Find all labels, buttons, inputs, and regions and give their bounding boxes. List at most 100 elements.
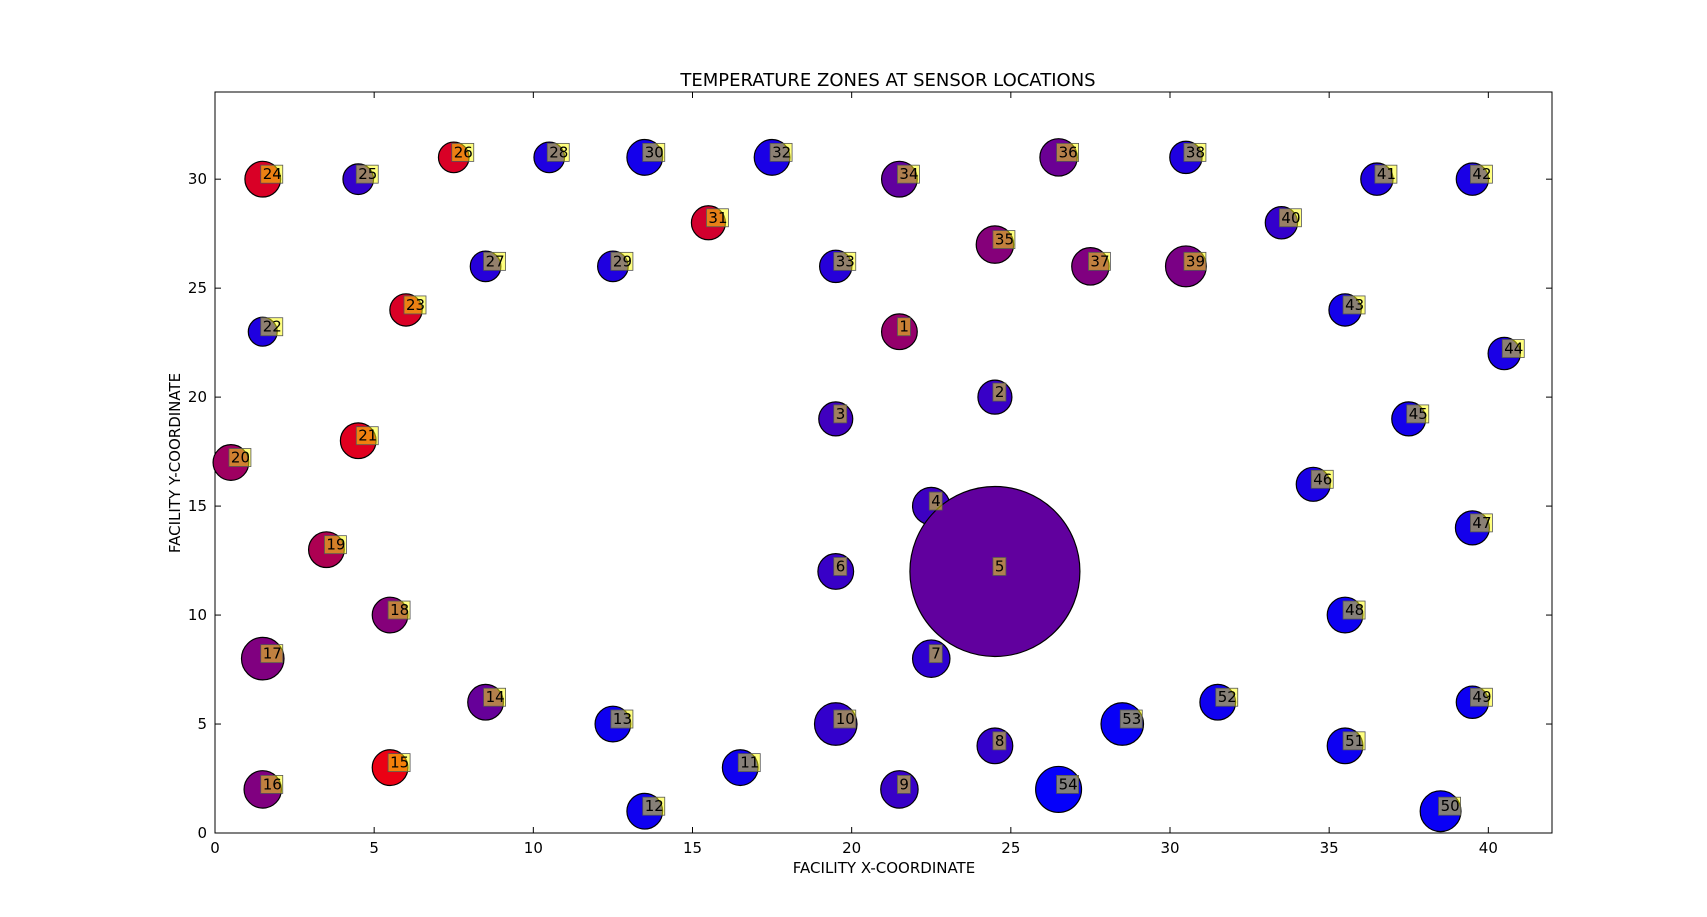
point-label-box [833, 557, 848, 576]
point-label: 8 [995, 732, 1005, 750]
point-label: 2 [995, 383, 1005, 401]
point-label-box [260, 775, 284, 794]
point-label-box [1470, 687, 1493, 707]
point-label-box [928, 491, 943, 511]
point-label: 47 [1472, 514, 1491, 532]
point-label: 33 [836, 252, 855, 270]
point-label-box [706, 208, 729, 228]
point-label-box [897, 775, 911, 794]
point-label-box [992, 230, 1016, 249]
point-label: 43 [1345, 296, 1364, 314]
point-label: 4 [931, 492, 941, 510]
point-label-box [1056, 775, 1079, 794]
point-label-box [451, 142, 475, 162]
point-label: 51 [1345, 732, 1364, 750]
point-label: 10 [836, 710, 855, 728]
y-tick-label: 15 [188, 497, 207, 515]
point-label: 5 [995, 557, 1005, 575]
point-label-box [833, 404, 848, 424]
point-label: 36 [1059, 143, 1078, 161]
point-label: 7 [931, 645, 941, 663]
point-label: 27 [486, 252, 505, 270]
point-label-box [833, 251, 857, 271]
point-label: 41 [1377, 165, 1396, 183]
point-label-box [1342, 600, 1366, 620]
point-label-box [1088, 251, 1111, 271]
point-label-box [1183, 142, 1207, 162]
point-label-box [483, 251, 506, 271]
point-label: 18 [390, 601, 409, 619]
point-label-box [1215, 687, 1239, 707]
point-label-box [642, 142, 666, 162]
point-label: 54 [1059, 775, 1078, 793]
point-label: 38 [1186, 143, 1205, 161]
x-tick-label: 10 [524, 839, 543, 857]
point-label: 19 [326, 536, 345, 554]
point-label: 13 [613, 710, 632, 728]
point-label: 3 [836, 405, 846, 423]
point-label-box [928, 644, 943, 664]
point-label-box [833, 709, 857, 729]
x-tick-label: 35 [1320, 839, 1339, 857]
point-label-box [324, 535, 347, 555]
point-label: 37 [1090, 252, 1109, 270]
y-tick-label: 10 [188, 606, 207, 624]
point-label-box [1342, 731, 1366, 751]
point-label: 40 [1281, 209, 1300, 227]
point-label: 39 [1186, 252, 1205, 270]
point-label: 29 [613, 252, 632, 270]
point-label-box [1438, 796, 1461, 816]
point-label: 34 [899, 165, 918, 183]
point-label: 23 [406, 296, 425, 314]
point-label: 48 [1345, 601, 1364, 619]
point-label: 42 [1472, 165, 1491, 183]
x-tick-label: 40 [1479, 839, 1498, 857]
y-tick-label: 30 [188, 170, 207, 188]
point-label: 15 [390, 754, 409, 772]
point-label: 9 [899, 775, 909, 793]
point-label: 44 [1504, 340, 1523, 358]
point-label-box [260, 644, 284, 664]
point-label: 6 [836, 557, 846, 575]
point-label-box [1342, 295, 1366, 315]
point-label: 50 [1441, 797, 1460, 815]
point-label: 31 [708, 209, 727, 227]
y-tick-label: 20 [188, 388, 207, 406]
point-label: 26 [454, 143, 473, 161]
point-label-box [403, 295, 427, 315]
x-tick-label: 30 [1160, 839, 1179, 857]
point-label-box [1279, 208, 1302, 228]
point-label: 21 [358, 427, 377, 445]
point-label-box [992, 557, 1007, 576]
point-label-box [769, 142, 793, 162]
point-label-box [992, 382, 1007, 402]
point-label-box [260, 317, 284, 337]
point-label-box [1119, 709, 1143, 729]
point-label-box [992, 731, 1007, 751]
point-label-box [1183, 251, 1207, 271]
y-tick-label: 5 [197, 715, 207, 733]
point-label: 16 [263, 775, 282, 793]
point-label-box [387, 753, 411, 773]
point-label-box [483, 687, 506, 707]
point-label: 20 [231, 449, 250, 467]
point-label-box [737, 753, 761, 773]
x-tick-label: 0 [210, 839, 220, 857]
point-label-box [1374, 164, 1398, 184]
y-tick-label: 25 [188, 279, 207, 297]
point-label-box [642, 796, 666, 816]
x-tick-label: 25 [1001, 839, 1020, 857]
point-label: 53 [1122, 710, 1141, 728]
x-tick-label: 20 [842, 839, 861, 857]
point-label: 17 [263, 645, 282, 663]
point-label-box [897, 164, 920, 184]
point-label: 49 [1472, 688, 1491, 706]
point-label: 22 [263, 318, 282, 336]
point-label: 24 [263, 165, 282, 183]
x-axis-title: FACILITY X-COORDINATE [793, 859, 975, 877]
chart-title: TEMPERATURE ZONES AT SENSOR LOCATIONS [679, 70, 1095, 91]
point-label-box [1406, 404, 1430, 424]
point-label-box [1470, 164, 1493, 184]
point-label: 25 [358, 165, 377, 183]
